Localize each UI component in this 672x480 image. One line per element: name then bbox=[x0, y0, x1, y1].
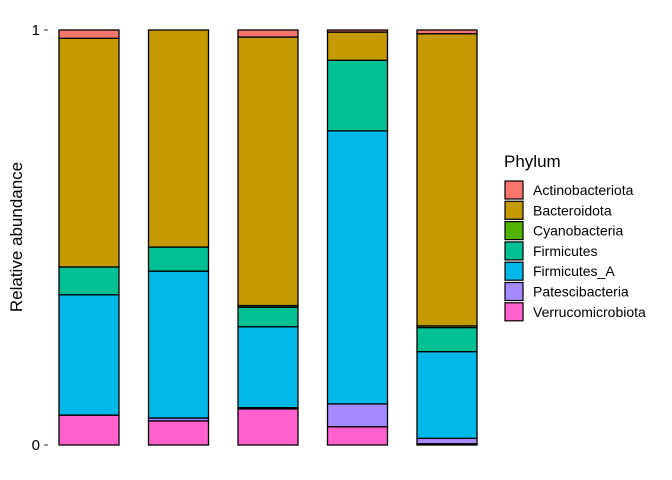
legend-label-patescibacteria: Patescibacteria bbox=[533, 284, 629, 300]
bar-segment-actinobacteriota-4 bbox=[326, 29, 389, 33]
bar-segment-firmicutes-2 bbox=[147, 246, 210, 272]
legend-key-firmicutes bbox=[504, 241, 524, 261]
bar-segment-verrucomicrobiota-3 bbox=[237, 408, 299, 446]
legend-key-firmicutes-a bbox=[504, 261, 524, 281]
bar-segment-verrucomicrobiota-4 bbox=[326, 426, 389, 446]
y-tick-label: 1 bbox=[32, 22, 40, 39]
bar-segment-verrucomicrobiota-1 bbox=[58, 414, 120, 446]
bar-segment-bacteroidota-1 bbox=[58, 37, 120, 268]
legend-label-cyanobacteria: Cyanobacteria bbox=[533, 223, 623, 239]
legend-label-firmicutes-a: Firmicutes_A bbox=[533, 263, 615, 279]
y-tick-label: 0 bbox=[32, 437, 40, 454]
bar-segment-verrucomicrobiota-2 bbox=[147, 420, 210, 446]
legend-key-patescibacteria bbox=[504, 281, 524, 302]
bar-segment-firmicutes-a-3 bbox=[237, 326, 299, 409]
bar-segment-actinobacteriota-1 bbox=[58, 29, 120, 39]
bar-segment-firmicutes-4 bbox=[326, 59, 389, 132]
bar-segment-patescibacteria-5 bbox=[416, 437, 478, 445]
bar-segment-bacteroidota-5 bbox=[416, 33, 478, 327]
legend-label-actinobacteriota: Actinobacteriota bbox=[533, 182, 634, 198]
bar-segment-firmicutes-a-2 bbox=[147, 270, 210, 419]
legend: Phylum Actinobacteriota Bacteroidota Cyano… bbox=[504, 152, 646, 322]
bar-segment-patescibacteria-4 bbox=[326, 403, 389, 428]
legend-label-verrucomicrobiota: Verrucomicrobiota bbox=[533, 304, 646, 320]
legend-label-firmicutes: Firmicutes bbox=[533, 243, 598, 259]
legend-label-bacteroidota: Bacteroidota bbox=[533, 202, 612, 218]
bar-segment-firmicutes-a-4 bbox=[326, 130, 389, 405]
bar-segment-bacteroidota-4 bbox=[326, 31, 389, 61]
legend-key-verrucomicrobiota bbox=[504, 302, 524, 322]
bar-segment-firmicutes-3 bbox=[237, 306, 299, 328]
bar-segment-bacteroidota-2 bbox=[147, 29, 210, 248]
bar-segment-actinobacteriota-3 bbox=[237, 29, 299, 38]
bar-segment-firmicutes-1 bbox=[58, 266, 120, 296]
legend-key-cyanobacteria bbox=[504, 221, 524, 241]
legend-title: Phylum bbox=[504, 152, 561, 171]
legend-key-bacteroidota bbox=[504, 200, 524, 220]
legend-key-actinobacteriota bbox=[504, 180, 524, 200]
y-axis: 01 bbox=[32, 22, 48, 454]
y-axis-title: Relative abundance bbox=[7, 162, 26, 312]
bar-segment-firmicutes-5 bbox=[416, 326, 478, 353]
bar-segment-firmicutes-a-5 bbox=[416, 350, 478, 440]
bar-segment-bacteroidota-3 bbox=[237, 36, 299, 307]
bar-segment-firmicutes-a-1 bbox=[58, 294, 120, 416]
bar-segment-actinobacteriota-5 bbox=[416, 29, 478, 35]
bars-layer bbox=[58, 29, 478, 446]
